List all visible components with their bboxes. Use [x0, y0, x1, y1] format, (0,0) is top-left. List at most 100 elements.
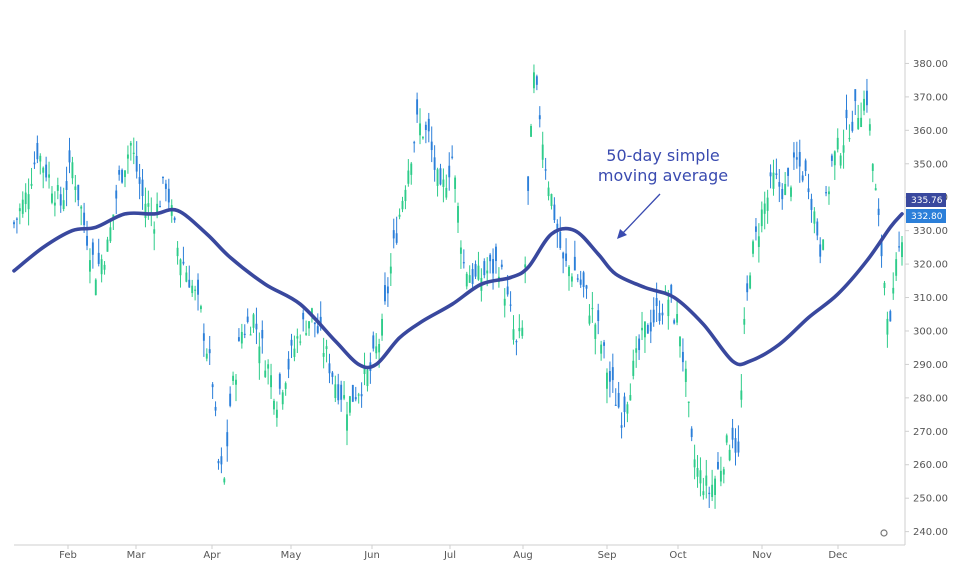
candle-body — [489, 254, 492, 262]
candle-body — [833, 151, 836, 166]
candle — [229, 386, 232, 408]
candle — [813, 207, 816, 234]
candle-body — [343, 395, 346, 399]
candle — [807, 173, 810, 200]
candle-body — [351, 385, 354, 402]
candle — [384, 272, 386, 305]
candle — [766, 189, 769, 224]
candle-body — [235, 379, 237, 385]
candle — [331, 371, 334, 385]
candle — [284, 381, 287, 396]
candle-body — [714, 478, 717, 496]
candle-body — [419, 123, 421, 136]
candle — [848, 124, 851, 142]
x-month-label: Mar — [127, 550, 147, 561]
candle-body — [296, 336, 299, 339]
candle — [164, 179, 167, 202]
candle — [74, 174, 77, 203]
candle — [676, 298, 679, 326]
candle — [535, 74, 538, 91]
x-axis-ticks: Feb Mar Apr May Jun Jul Aug Sep Oct Nov Dec — [59, 545, 848, 561]
candle — [328, 353, 331, 384]
candle — [530, 123, 532, 138]
candle-body — [737, 441, 740, 453]
candle — [492, 248, 495, 290]
candle-body — [752, 241, 754, 254]
candle-body — [465, 273, 468, 287]
candle — [865, 78, 868, 113]
candle — [103, 261, 106, 275]
candle-body — [474, 264, 477, 277]
candle-body — [673, 320, 676, 324]
candle — [635, 336, 638, 368]
candle — [421, 135, 424, 140]
candle-body — [18, 208, 21, 212]
candle — [442, 168, 445, 203]
candle — [860, 102, 863, 128]
candle — [71, 156, 74, 185]
candle-body — [395, 233, 398, 243]
candle — [693, 444, 696, 480]
candle — [100, 254, 103, 283]
candle — [568, 265, 570, 291]
candle-body — [56, 185, 59, 191]
candle — [778, 169, 781, 203]
candle-body — [760, 209, 763, 227]
candle — [559, 216, 562, 250]
candle-body — [512, 329, 515, 340]
candle — [42, 166, 45, 189]
candle-body — [77, 184, 80, 201]
candle — [337, 373, 340, 405]
candle-body — [45, 164, 48, 178]
candle-body — [676, 314, 679, 323]
candle-body — [781, 189, 784, 200]
candle — [553, 197, 556, 223]
candle-body — [214, 406, 217, 411]
candle — [538, 106, 541, 128]
candle-body — [740, 390, 743, 400]
x-month-label: Sep — [598, 550, 617, 561]
candle-body — [191, 285, 194, 294]
candle-body — [427, 118, 430, 132]
candle-body — [541, 144, 544, 160]
candle — [80, 205, 83, 226]
candle — [752, 239, 754, 258]
candle — [159, 200, 162, 208]
candle-body — [121, 169, 124, 183]
candle — [220, 447, 223, 474]
candle — [784, 172, 787, 196]
candle — [199, 304, 202, 313]
y-tick-label: 290.00 — [913, 360, 948, 371]
candle-body — [477, 265, 480, 280]
candle-body — [632, 360, 635, 376]
candle — [728, 444, 731, 462]
candle — [474, 260, 477, 280]
x-month-label: Feb — [59, 550, 77, 561]
candle-body — [454, 177, 457, 189]
candle — [270, 363, 273, 399]
candle-body — [124, 170, 126, 178]
candle-body — [588, 315, 591, 324]
candle-body — [626, 404, 629, 414]
candle — [638, 334, 641, 360]
candle-body — [135, 155, 138, 172]
settings-icon[interactable] — [880, 529, 888, 537]
x-month-label: Jun — [363, 550, 380, 561]
candle — [424, 121, 427, 144]
candle-body — [173, 217, 176, 221]
candle — [816, 218, 819, 241]
candle — [197, 273, 199, 311]
candle — [97, 238, 100, 267]
candle-body — [711, 484, 714, 498]
candle-body — [147, 203, 150, 207]
candle — [836, 128, 839, 153]
candle — [591, 291, 594, 323]
candle — [603, 339, 606, 359]
candle — [489, 253, 492, 274]
candle — [211, 382, 214, 399]
candle — [810, 193, 813, 223]
candle-body — [401, 200, 404, 210]
candle — [15, 217, 18, 234]
price-badge-ma-label: 335.76 — [911, 196, 943, 206]
